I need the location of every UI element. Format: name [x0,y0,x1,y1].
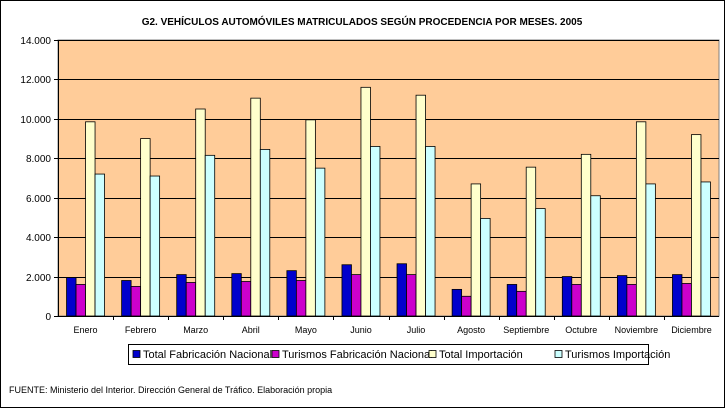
legend-label: Turismos Importación [565,349,670,361]
bar [195,108,206,317]
bar [672,274,683,317]
legend-swatch [271,350,280,358]
y-tick-label: 2.000 [26,273,51,284]
bar [396,263,407,317]
x-tick-label: Enero [74,325,98,335]
x-tick-label: Septiembre [503,325,549,335]
x-tick-label: Diciembre [671,325,712,335]
bar [626,284,637,317]
legend-label: Turismos Fabricación Nacional [282,349,433,361]
bar [425,146,436,317]
bar [700,181,711,317]
x-tick-label: Febrero [125,325,157,335]
bar [140,138,151,317]
bar [535,208,546,317]
bar [470,183,482,317]
legend-swatch [132,350,141,358]
bar [681,283,692,317]
bar [415,94,426,317]
bar [506,284,518,317]
bar [580,153,592,317]
bar [480,218,491,317]
bar [286,270,297,317]
bar [635,121,647,317]
x-tick-label: Julio [407,325,426,335]
y-tick-label: 10.000 [20,115,51,126]
bar [305,119,316,317]
bar [231,273,242,317]
bar [525,166,537,317]
bar [75,284,86,317]
bar [250,97,261,317]
source-note: FUENTE: Ministerio del Interior. Direcci… [9,385,332,395]
x-tick-label: Marzo [183,325,208,335]
x-tick-label: Agosto [457,325,485,335]
bar [406,274,417,317]
bar [451,288,463,317]
bar [590,195,601,317]
bar [691,134,702,317]
bar [370,146,381,317]
bar [85,121,96,317]
bar [66,277,77,317]
bar [561,276,573,317]
y-tick-label: 4.000 [26,233,51,244]
y-tick-label: 14.000 [20,36,51,47]
bar [259,149,271,317]
bar [616,275,628,317]
bar [94,173,105,317]
x-tick-label: Abril [242,325,260,335]
legend-label: Total Fabricación Nacional [143,349,272,361]
bar [516,290,527,317]
x-tick-label: Junio [350,325,372,335]
bar [176,274,187,317]
plot-area: 0 2.000 4.000 6.000 8.000 10.000 12.000 14.000 E… [20,36,720,335]
x-tick-label: Octubre [565,325,597,335]
chart-title: G2. VEHÍCULOS AUTOMÓVILES MATRICULADOS S… [142,15,583,28]
bar [351,274,362,317]
x-tick-label: Mayo [295,325,317,335]
legend-swatch [554,350,563,358]
bar [314,167,326,317]
bar [130,286,142,317]
legend-swatch [428,350,437,358]
bar [185,282,197,317]
legend: Total Fabricación Nacional Turismos Fabri… [128,344,670,365]
bar [461,295,472,317]
legend-label: Total Importación [439,349,523,361]
y-tick-label: 8.000 [26,154,51,165]
plot-background [57,39,720,317]
bar [149,175,161,317]
bar [121,280,132,317]
bar [204,154,216,317]
y-tick-label: 6.000 [26,194,51,205]
bar [360,86,371,317]
legend-box [128,344,649,365]
bar [240,281,252,317]
y-tick-label: 0 [45,312,51,323]
y-tick-label: 12.000 [20,75,51,86]
bar [571,284,582,317]
bar [645,183,656,317]
bar [341,264,352,317]
bar [295,280,307,317]
x-tick-label: Noviembre [615,325,659,335]
